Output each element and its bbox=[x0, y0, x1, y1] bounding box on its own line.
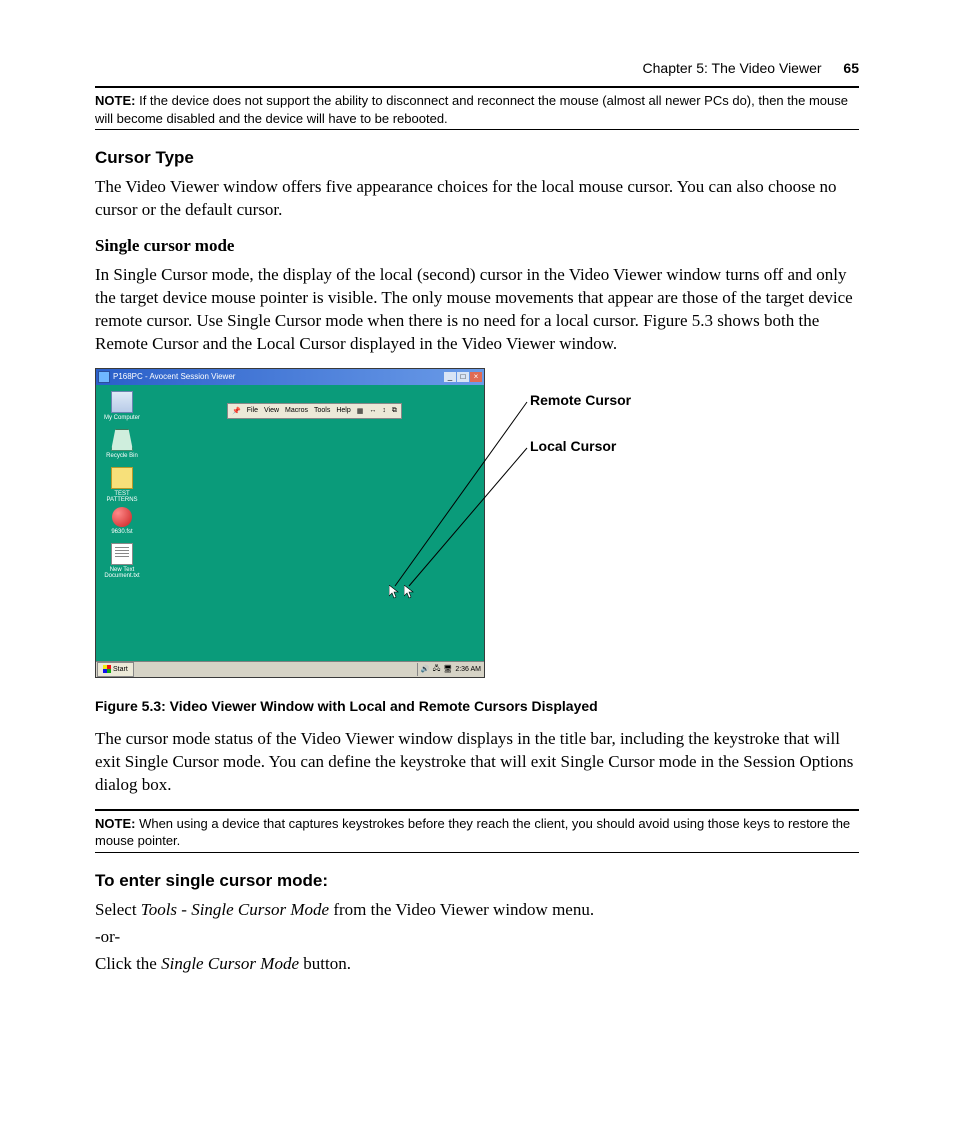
body-text: In Single Cursor mode, the display of th… bbox=[95, 264, 859, 356]
heading-to-enter-single-cursor: To enter single cursor mode: bbox=[95, 871, 859, 891]
menu-path-italic: Tools - Single Cursor Mode bbox=[141, 900, 329, 919]
divider bbox=[95, 809, 859, 811]
page: Chapter 5: The Video Viewer 65 NOTE: If … bbox=[0, 0, 954, 1145]
divider bbox=[95, 129, 859, 130]
callout-lines bbox=[95, 368, 855, 688]
chapter-title: Chapter 5: The Video Viewer bbox=[643, 60, 822, 76]
note-text: When using a device that captures keystr… bbox=[95, 816, 850, 849]
figure-5-3: P168PC - Avocent Session Viewer _ □ × 📌 … bbox=[95, 368, 855, 688]
instruction-line-1: Select Tools - Single Cursor Mode from t… bbox=[95, 899, 859, 922]
figure-caption: Figure 5.3: Video Viewer Window with Loc… bbox=[95, 698, 859, 714]
divider bbox=[95, 852, 859, 853]
note-text: If the device does not support the abili… bbox=[95, 93, 848, 126]
instruction-line-2: Click the Single Cursor Mode button. bbox=[95, 953, 859, 976]
instruction-or: -or- bbox=[95, 926, 859, 949]
heading-cursor-type: Cursor Type bbox=[95, 148, 859, 168]
note-label: NOTE: bbox=[95, 816, 135, 831]
note-block-2: NOTE: When using a device that captures … bbox=[95, 815, 859, 850]
page-number: 65 bbox=[843, 60, 859, 76]
button-name-italic: Single Cursor Mode bbox=[161, 954, 299, 973]
page-header: Chapter 5: The Video Viewer 65 bbox=[95, 60, 859, 76]
heading-single-cursor-mode: Single cursor mode bbox=[95, 236, 859, 256]
body-text: The Video Viewer window offers five appe… bbox=[95, 176, 859, 222]
note-label: NOTE: bbox=[95, 93, 135, 108]
divider bbox=[95, 86, 859, 88]
body-text: The cursor mode status of the Video View… bbox=[95, 728, 859, 797]
note-block-1: NOTE: If the device does not support the… bbox=[95, 92, 859, 127]
